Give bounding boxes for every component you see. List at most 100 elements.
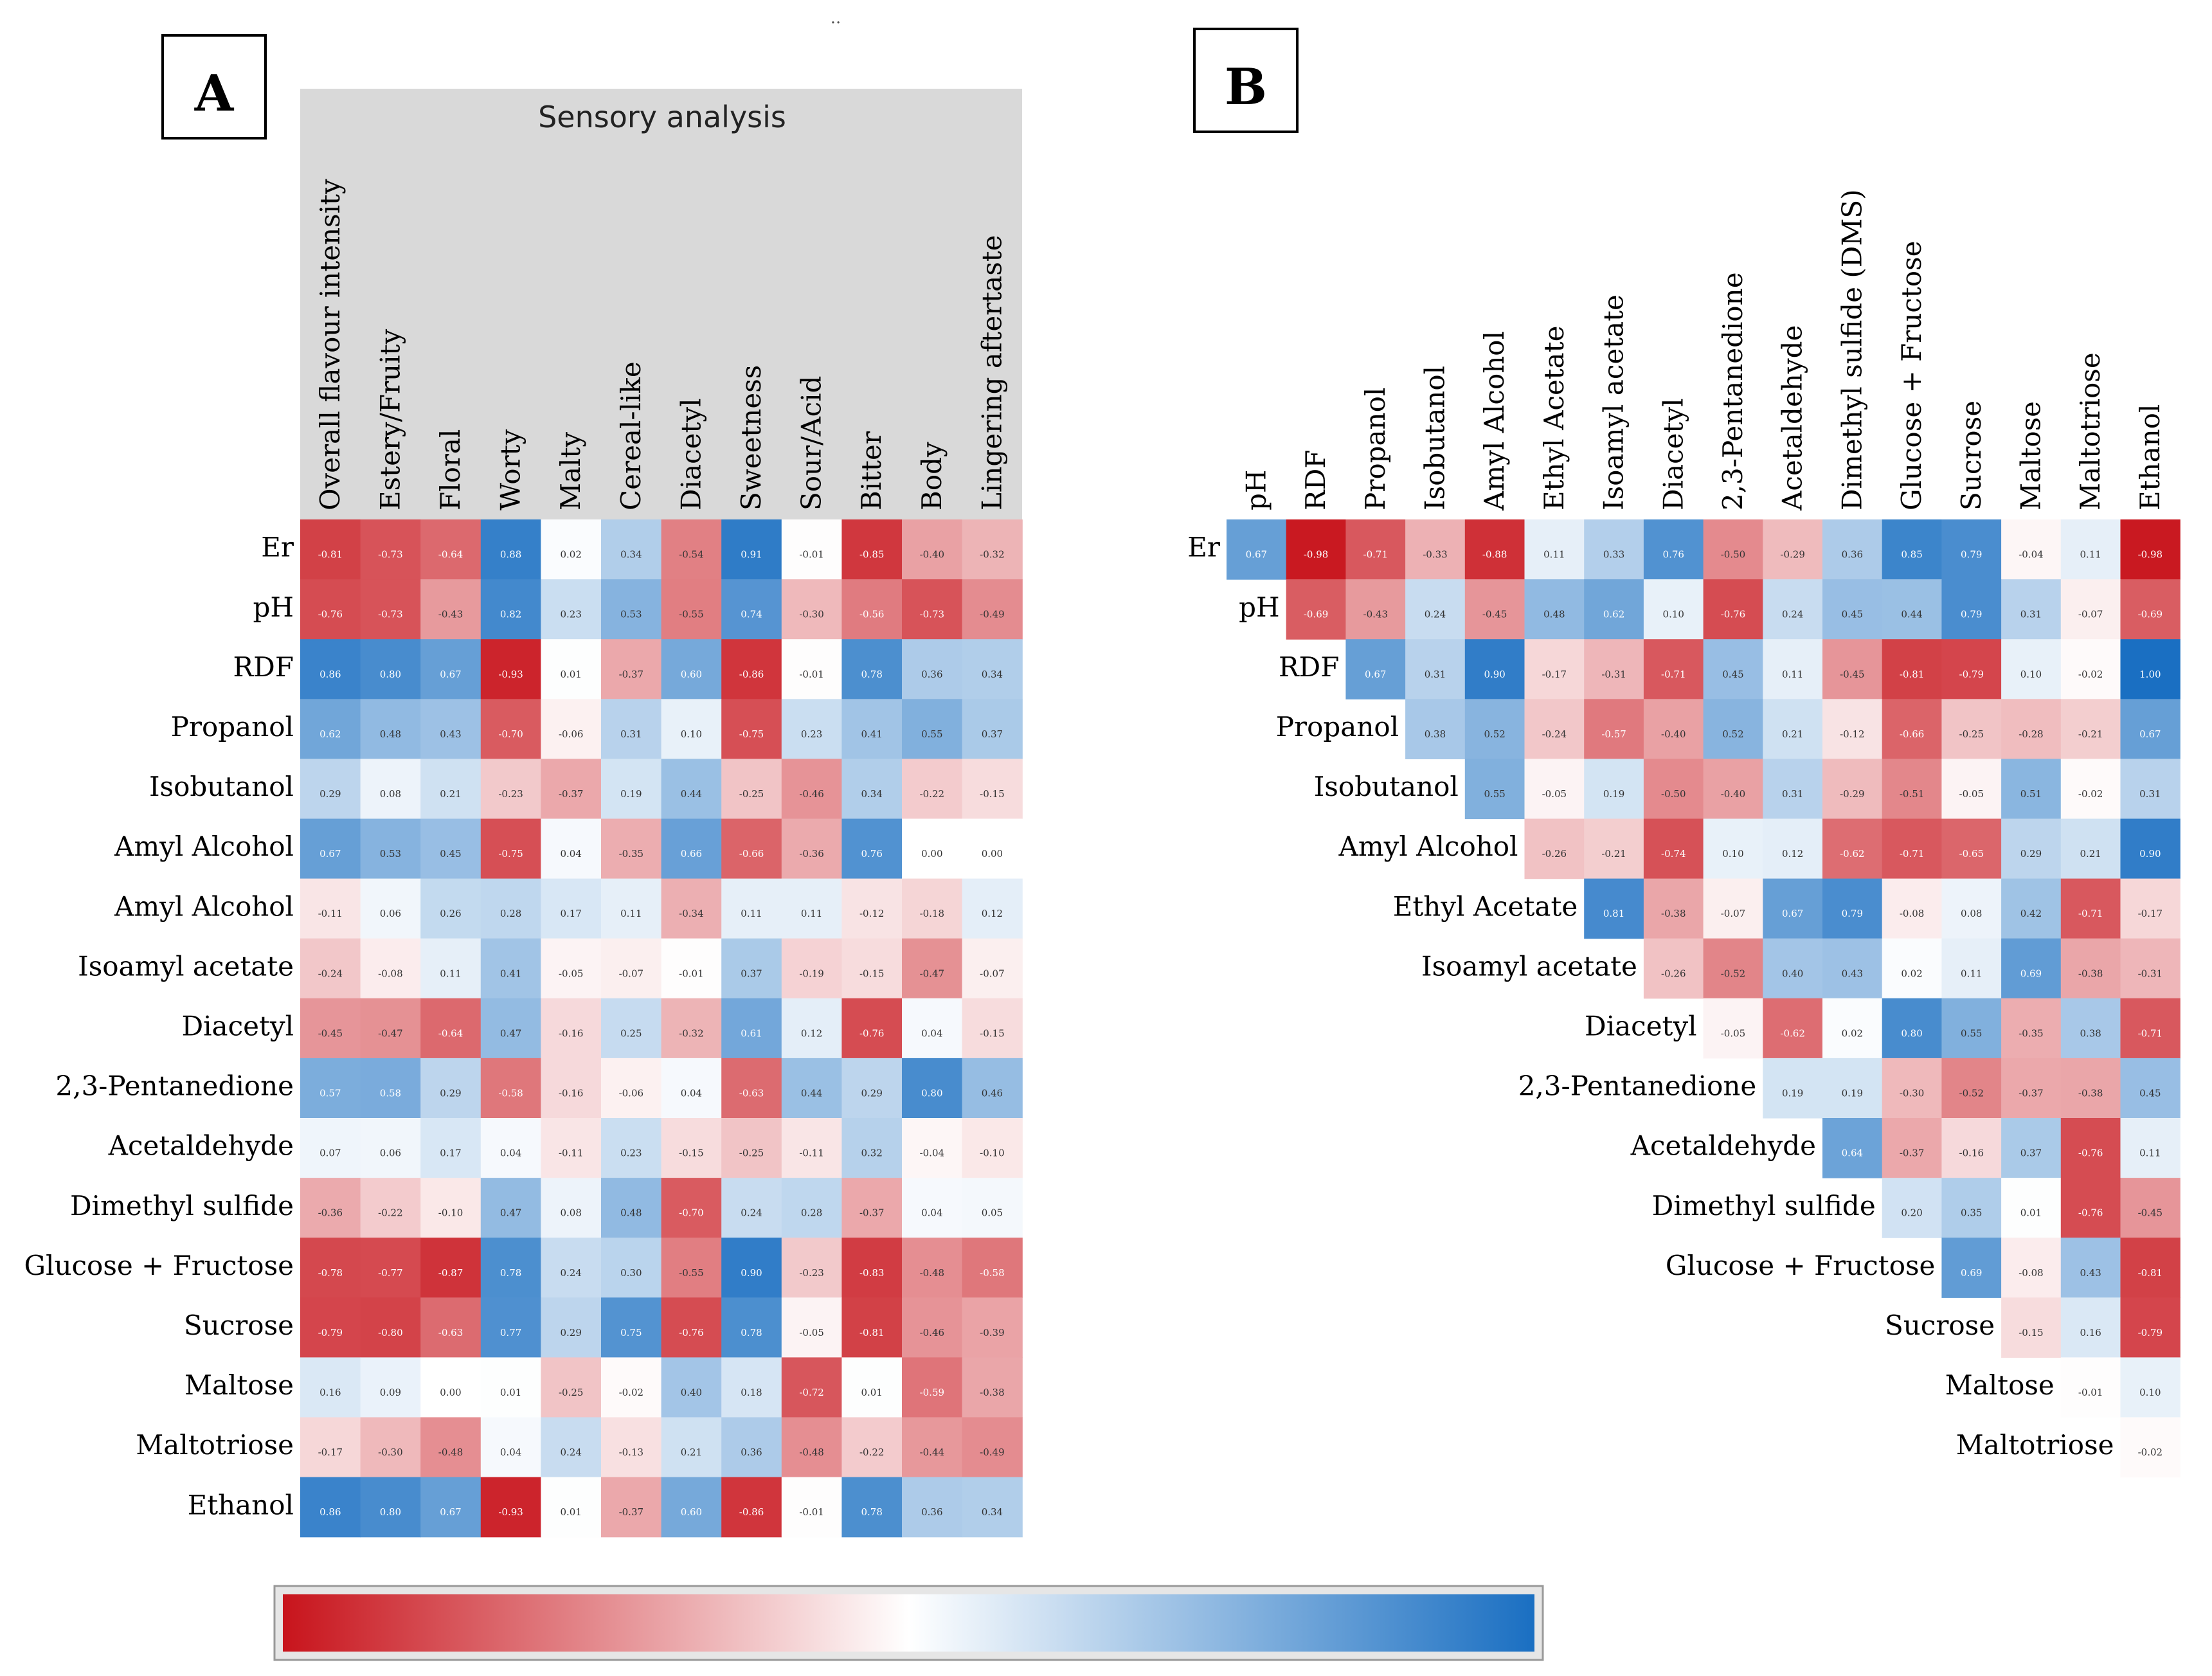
heatmap-a-cell [902, 579, 963, 640]
heatmap-a-cell [601, 878, 662, 939]
heatmap-a-cell-label: -0.01 [799, 549, 823, 561]
heatmap-a-cell-label: -0.76 [679, 1327, 703, 1338]
heatmap-b-row-label: Isoamyl acetate [1421, 950, 1637, 982]
heatmap-a-cell [781, 699, 842, 759]
heatmap-a-cell-label: 0.05 [982, 1207, 1003, 1219]
heatmap-b-cell [1941, 759, 2002, 820]
heatmap-a-col-label-diacetyl: Diacetyl [675, 398, 706, 510]
heatmap-b-cell [1941, 639, 2002, 699]
heatmap-a-cell [601, 938, 662, 999]
heatmap-a-cell-label: 0.60 [681, 1506, 702, 1518]
heatmap-b-cell [2120, 1178, 2181, 1238]
heatmap-a-cell [480, 699, 541, 759]
heatmap-b-cell-label: -0.71 [2078, 908, 2103, 919]
heatmap-a-cell [962, 699, 1023, 759]
heatmap-b-cell-label: -0.69 [1304, 609, 1328, 620]
heatmap-b-cell [1763, 938, 1823, 999]
heatmap-b-cell-label: 0.67 [1365, 669, 1386, 680]
heatmap-a-cell [360, 1357, 421, 1418]
heatmap-a-cell [781, 759, 842, 820]
heatmap-a-cell [420, 998, 481, 1059]
heatmap-b-cell-label: 0.31 [1425, 669, 1446, 680]
heatmap-b-cell-label: -0.98 [2138, 549, 2163, 561]
heatmap-a-cell-label: 0.41 [500, 968, 521, 979]
heatmap-a-cell [902, 1238, 963, 1298]
heatmap-b-col-label-propanol: Propanol [1360, 388, 1391, 510]
heatmap-a-cell [360, 1477, 421, 1538]
heatmap-a-cell [541, 818, 602, 879]
heatmap-a-col-label-sour-acid: Sour/Acid [796, 375, 827, 510]
heatmap-a-cell-label: 0.53 [620, 609, 642, 620]
heatmap-a-cell-label: -0.05 [559, 968, 583, 979]
heatmap-b-cell [1763, 639, 1823, 699]
heatmap-b-cell [2001, 759, 2062, 820]
heatmap-a-cell-label: -0.37 [559, 788, 583, 800]
heatmap-b-row-label: Amyl Alcohol [1338, 831, 1518, 862]
heatmap-b-cell-label: -0.05 [1959, 788, 1984, 800]
heatmap-b-cell-label: 0.90 [1484, 669, 1505, 680]
heatmap-b-cell-label: 0.35 [1961, 1207, 1982, 1219]
heatmap-b-cell-label: 0.80 [1901, 1027, 1922, 1039]
heatmap-b-cell-label: 0.10 [1722, 848, 1743, 860]
heatmap-b-cell [1882, 579, 1942, 640]
heatmap-b-cell [2060, 878, 2121, 939]
heatmap-a-cell-label: 0.21 [681, 1446, 702, 1458]
heatmap-b-cell [2001, 1178, 2062, 1238]
heatmap-a-cell [902, 1178, 963, 1238]
heatmap-b-cell-label: -0.45 [2138, 1207, 2163, 1219]
heatmap-a-cell-label: -0.08 [378, 968, 402, 979]
heatmap-b-cell-label: -0.15 [2019, 1327, 2043, 1338]
heatmap-b-cell-label: -0.07 [2078, 609, 2103, 620]
heatmap-a-cell-label: 0.07 [319, 1148, 341, 1159]
heatmap-a-cell-label: 0.24 [560, 1267, 581, 1279]
heatmap-a-cell-label: 0.08 [560, 1207, 581, 1219]
heatmap-a-cell-label: 0.88 [500, 549, 521, 561]
heatmap-b-cell [1703, 878, 1763, 939]
heatmap-b-cell-label: -0.02 [2138, 1446, 2163, 1458]
heatmap-a-cell-label: 0.57 [319, 1087, 341, 1099]
heatmap-a-cell [721, 699, 782, 759]
heatmap-a-cell-label: 0.80 [380, 1506, 401, 1518]
heatmap-b-cell-label: 0.29 [2020, 848, 2042, 860]
heatmap-a-cell-label: -0.24 [318, 968, 343, 979]
heatmap-a-cell-label: 0.04 [921, 1027, 942, 1039]
heatmap-b-cell [1882, 998, 1942, 1059]
heatmap-a-cell [541, 1238, 602, 1298]
heatmap-a-cell-label: 0.04 [500, 1148, 521, 1159]
heatmap-b-col-label-glucose-fructose: Glucose + Fructose [1896, 240, 1927, 510]
heatmap-a-cell-label: -0.30 [378, 1446, 402, 1458]
heatmap-b-cell [1703, 759, 1763, 820]
heatmap-a-cell-label: 0.18 [741, 1387, 762, 1398]
heatmap-a-cell [721, 1357, 782, 1418]
heatmap-b-cell-label: -0.12 [1840, 728, 1864, 740]
heatmap-a-cell-label: -0.70 [679, 1207, 703, 1219]
heatmap-a-cell-label: 0.76 [861, 848, 882, 860]
heatmap-a-cell-label: 0.10 [681, 728, 702, 740]
heatmap-b-cell [2001, 699, 2062, 759]
heatmap-a-cell [300, 938, 361, 999]
heatmap-a-cell-label: 0.86 [319, 669, 341, 680]
heatmap-a-cell-label: -0.32 [980, 549, 1004, 561]
heatmap-a-cell-label: -0.58 [980, 1267, 1004, 1279]
heatmap-a-cell-label: 0.47 [500, 1027, 521, 1039]
heatmap-a-row-label: 2,3-Pentanedione [55, 1070, 294, 1102]
heatmap-b-cell-label: 0.51 [2020, 788, 2042, 800]
heatmap-a-cell [661, 1417, 722, 1478]
heatmap-a-cell [541, 579, 602, 640]
heatmap-b-col-label-isobutanol: Isobutanol [1419, 366, 1450, 510]
heatmap-a-cell-label: -0.48 [920, 1267, 944, 1279]
heatmap-b-cell-label: 0.79 [1961, 609, 1982, 620]
heatmap-a-cell-label: 0.48 [380, 728, 401, 740]
heatmap-a-cell-label: 0.36 [741, 1446, 762, 1458]
heatmap-a-cell-label: 0.23 [620, 1148, 642, 1159]
heatmap-a-cell [480, 1297, 541, 1358]
heatmap-b-cell-label: 0.11 [2139, 1148, 2161, 1159]
heatmap-b-cell-label: -0.16 [1959, 1148, 1984, 1159]
heatmap-b-cell [1643, 818, 1704, 879]
heatmap-b-cell [2001, 818, 2062, 879]
heatmap-a-cell [841, 639, 903, 699]
heatmap-a-cell [480, 1238, 541, 1298]
heatmap-a-cell [661, 998, 722, 1059]
heatmap-a-cell [420, 639, 481, 699]
heatmap-b-cell [1763, 998, 1823, 1059]
